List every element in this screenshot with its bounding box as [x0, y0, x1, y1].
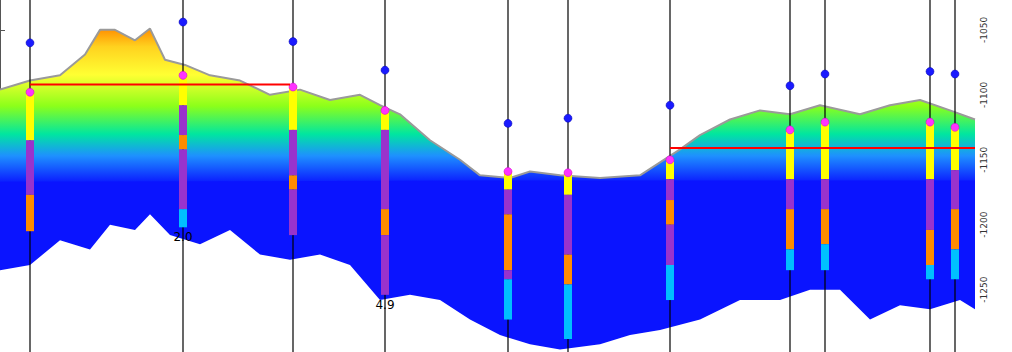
svg-text:-1150: -1150	[979, 146, 989, 172]
svg-text:2.0: 2.0	[173, 230, 192, 244]
svg-text:-1200: -1200	[979, 211, 989, 237]
svg-text:-1050: -1050	[979, 17, 989, 43]
svg-text:4.9: 4.9	[375, 298, 394, 312]
svg-text:-1100: -1100	[979, 81, 989, 107]
svg-text:-1250: -1250	[979, 276, 989, 302]
